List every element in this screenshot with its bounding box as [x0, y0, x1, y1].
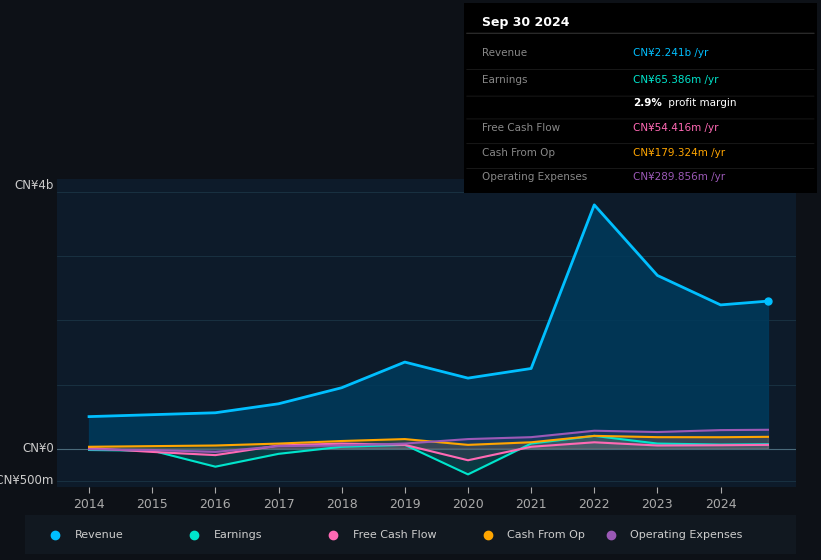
Text: Free Cash Flow: Free Cash Flow — [481, 123, 560, 133]
Text: CN¥2.241b /yr: CN¥2.241b /yr — [633, 49, 709, 58]
Text: CN¥4b: CN¥4b — [15, 179, 54, 192]
Text: profit margin: profit margin — [665, 98, 736, 108]
Text: CN¥65.386m /yr: CN¥65.386m /yr — [633, 75, 719, 85]
Text: Revenue: Revenue — [75, 530, 123, 540]
Text: CN¥179.324m /yr: CN¥179.324m /yr — [633, 147, 726, 157]
Text: Revenue: Revenue — [481, 49, 526, 58]
Text: 2.9%: 2.9% — [633, 98, 663, 108]
Text: CN¥0: CN¥0 — [22, 442, 54, 455]
Text: Cash From Op: Cash From Op — [481, 147, 554, 157]
Text: CN¥54.416m /yr: CN¥54.416m /yr — [633, 123, 719, 133]
Text: Free Cash Flow: Free Cash Flow — [353, 530, 436, 540]
Text: -CN¥500m: -CN¥500m — [0, 474, 54, 487]
Text: Cash From Op: Cash From Op — [507, 530, 585, 540]
Text: Operating Expenses: Operating Expenses — [481, 172, 587, 182]
Text: Earnings: Earnings — [481, 75, 527, 85]
Text: Operating Expenses: Operating Expenses — [631, 530, 743, 540]
Text: Earnings: Earnings — [213, 530, 262, 540]
Text: Sep 30 2024: Sep 30 2024 — [481, 16, 569, 29]
Text: CN¥289.856m /yr: CN¥289.856m /yr — [633, 172, 726, 182]
